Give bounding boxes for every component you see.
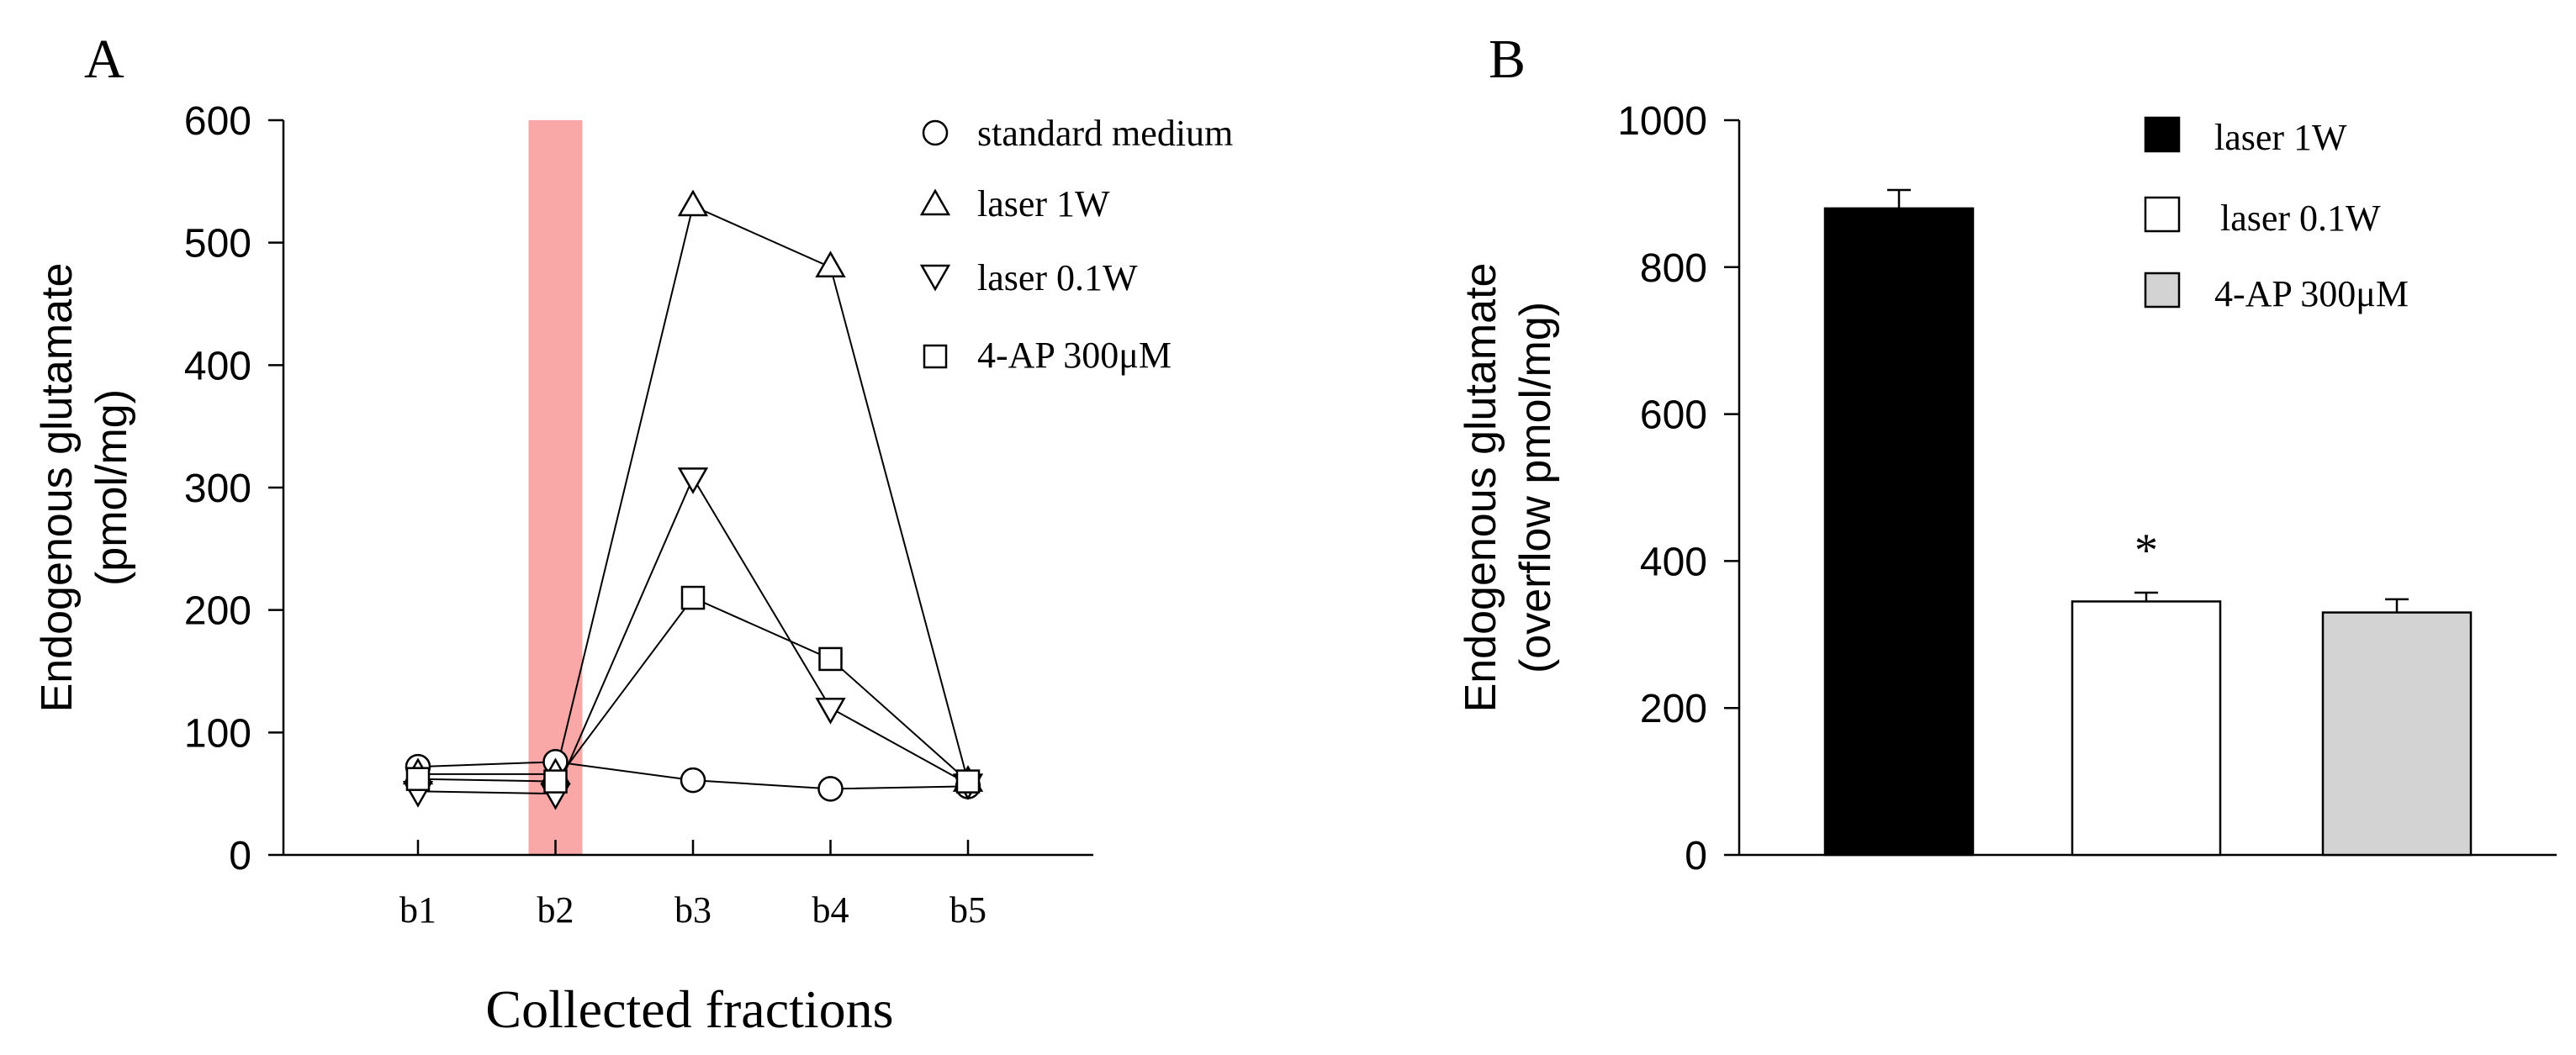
y-tick-label: 1000 bbox=[1617, 99, 1707, 144]
legend-item-4ap: 4-AP 300μM bbox=[923, 335, 1172, 376]
y-tick-label: 600 bbox=[1640, 393, 1707, 438]
legend-label-laser-1w: laser 1W bbox=[2214, 117, 2347, 158]
series-line bbox=[417, 476, 969, 795]
data-point-square bbox=[543, 769, 568, 794]
panel-b-label: B bbox=[1489, 29, 1526, 90]
stimulation-highlight-band bbox=[528, 120, 583, 855]
panel-b-ylabel-line1: Endogenous glutamate bbox=[1457, 263, 1505, 713]
panel-a-legend: standard medium laser 1W laser 0.1W 4-AP… bbox=[919, 113, 1233, 376]
data-point-square bbox=[405, 767, 431, 791]
panel-a-x-ticks: b1 b2 b3 b4 b5 bbox=[399, 840, 986, 931]
panel-b: B 0 200 400 600 800 1000 Endogenous glutamate… bbox=[1457, 29, 2557, 878]
y-tick-label: 0 bbox=[1685, 834, 1707, 878]
panel-a-y-ticks: 0 100 200 300 400 500 600 bbox=[184, 99, 283, 878]
panel-a-series-lines bbox=[417, 204, 969, 795]
panel-b-ylabel-line2: (overflow pmol/mg) bbox=[1511, 302, 1560, 673]
x-tick-label: b3 bbox=[674, 889, 711, 931]
data-point-square bbox=[818, 646, 843, 672]
panel-a-label: A bbox=[84, 29, 124, 90]
bar bbox=[1823, 207, 1975, 857]
panel-a-series-markers bbox=[402, 189, 984, 810]
y-tick-label: 500 bbox=[184, 222, 251, 266]
data-point-square bbox=[955, 769, 981, 794]
legend-label-4ap: 4-AP 300μM bbox=[977, 335, 1172, 376]
legend-label-4ap: 4-AP 300μM bbox=[2214, 273, 2409, 314]
panel-b-legend: laser 1W laser 0.1W 4-AP 300μM bbox=[2144, 116, 2409, 314]
legend-item-standard-medium: standard medium bbox=[922, 113, 1233, 154]
y-tick-label: 400 bbox=[1640, 540, 1707, 584]
y-tick-label: 600 bbox=[184, 99, 251, 144]
triangle-up-marker-icon bbox=[919, 188, 951, 216]
bar bbox=[2071, 600, 2222, 857]
data-point-triangle-up bbox=[815, 251, 846, 278]
data-point-triangle-up bbox=[677, 189, 709, 217]
triangle-down-marker-icon bbox=[919, 264, 951, 292]
panel-a-ylabel-line1: Endogenous glutamate bbox=[33, 263, 82, 713]
data-point-circle bbox=[817, 776, 844, 802]
significance-asterisk: * bbox=[2134, 525, 2158, 577]
legend-item-laser-1w: laser 1W bbox=[919, 183, 1110, 224]
panel-a: A 0 100 200 300 400 500 600 b1 b2 b3 b4 b5 Endogen… bbox=[33, 29, 1233, 1039]
circle-marker-icon bbox=[922, 119, 949, 146]
y-tick-label: 300 bbox=[184, 467, 251, 511]
black-swatch-icon bbox=[2144, 116, 2181, 153]
x-tick-label: b1 bbox=[399, 889, 436, 931]
bar bbox=[2321, 611, 2473, 857]
x-tick-label: b2 bbox=[537, 889, 574, 931]
data-point-triangle-down bbox=[815, 697, 846, 725]
panel-a-ylabel-line2: (pmol/mg) bbox=[87, 389, 136, 586]
series-line bbox=[417, 596, 969, 783]
y-tick-label: 100 bbox=[184, 711, 251, 756]
y-tick-label: 200 bbox=[1640, 687, 1707, 731]
x-tick-label: b5 bbox=[949, 889, 986, 931]
legend-item-4ap: 4-AP 300μM bbox=[2144, 272, 2409, 314]
panel-a-xlabel: Collected fractions bbox=[485, 979, 893, 1039]
x-tick-label: b4 bbox=[812, 889, 849, 931]
legend-label-laser-1w: laser 1W bbox=[977, 183, 1110, 224]
data-point-circle bbox=[680, 767, 706, 794]
panel-b-bars: * bbox=[1823, 188, 2473, 857]
gray-swatch-icon bbox=[2144, 272, 2181, 309]
white-swatch-icon bbox=[2144, 196, 2181, 233]
legend-item-laser-1w: laser 1W bbox=[2144, 116, 2347, 158]
legend-label-standard-medium: standard medium bbox=[977, 113, 1233, 154]
y-tick-label: 0 bbox=[229, 834, 251, 878]
square-marker-icon bbox=[923, 344, 948, 369]
y-tick-label: 400 bbox=[184, 344, 251, 388]
y-tick-label: 800 bbox=[1640, 246, 1707, 291]
legend-label-laser-01w: laser 0.1W bbox=[2220, 198, 2381, 239]
legend-item-laser-01w: laser 0.1W bbox=[2144, 196, 2381, 239]
legend-item-laser-01w: laser 0.1W bbox=[919, 257, 1138, 298]
legend-label-laser-01w: laser 0.1W bbox=[977, 257, 1138, 298]
data-point-triangle-down bbox=[677, 467, 709, 494]
panel-b-y-ticks: 0 200 400 600 800 1000 bbox=[1617, 99, 1739, 878]
data-point-square bbox=[680, 585, 706, 610]
y-tick-label: 200 bbox=[184, 589, 251, 634]
